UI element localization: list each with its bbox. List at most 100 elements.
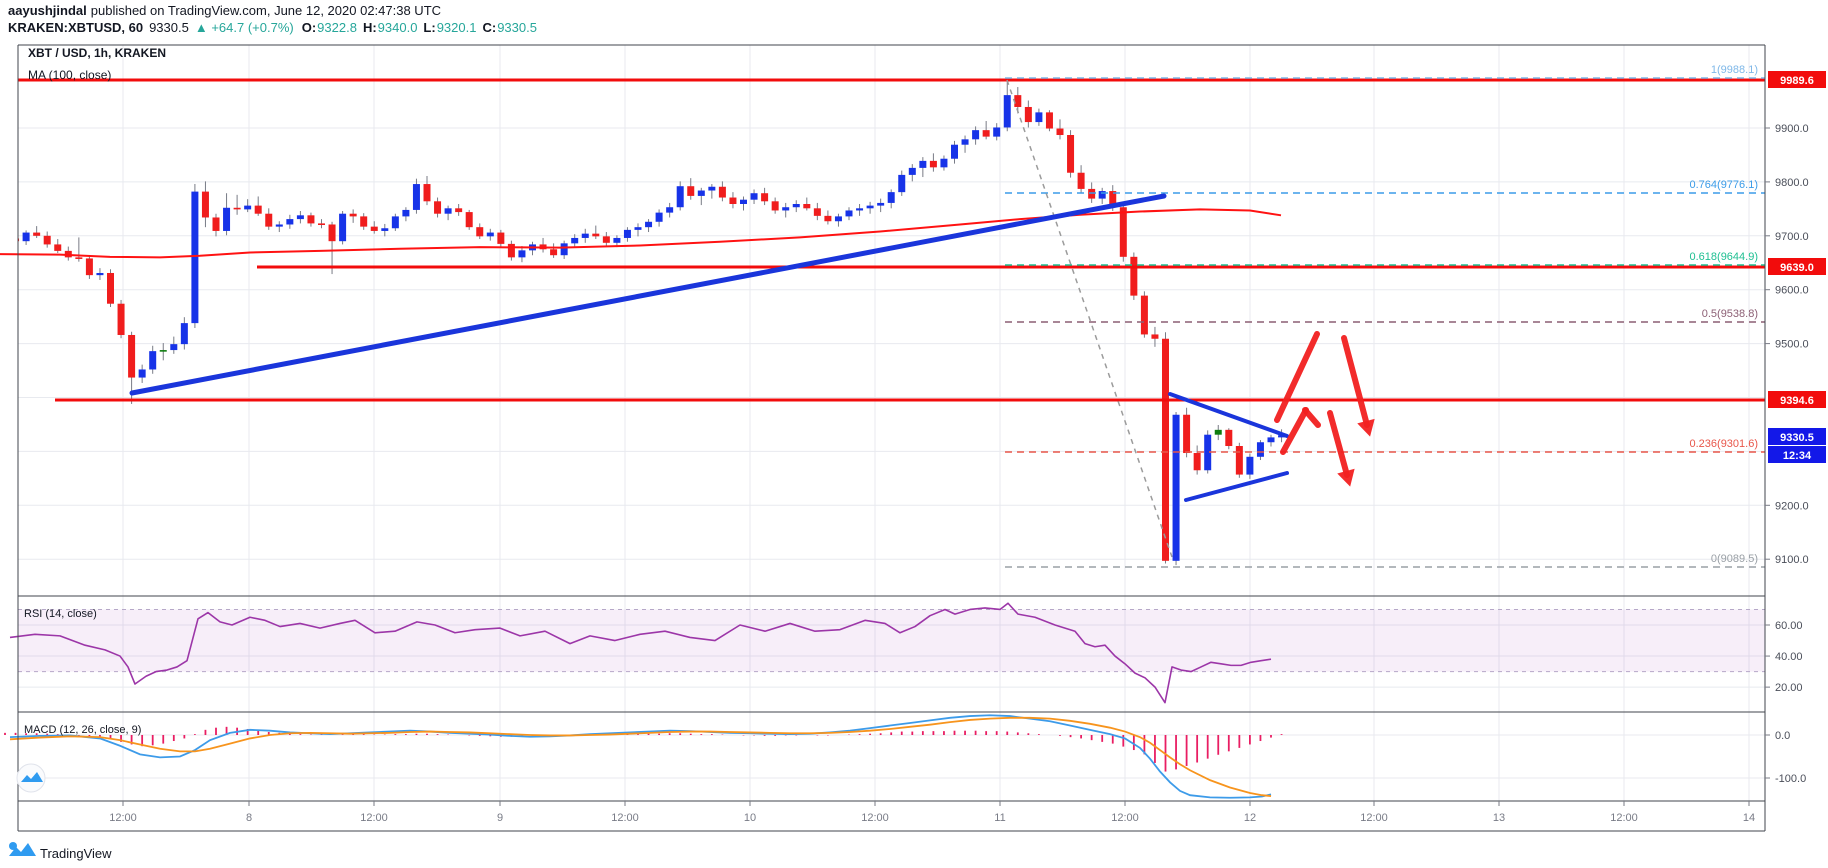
candle-body [296,215,304,220]
candle-body [149,351,157,370]
candle-body [212,217,220,231]
candle-body [18,238,20,242]
candle-body [1162,338,1169,561]
blue-trendline [1168,392,1289,438]
candles [2,80,1286,566]
tradingview-logo[interactable] [9,842,36,856]
candle-body [370,226,378,231]
candle-body [117,303,125,335]
candle-body [813,208,821,216]
price-axis-label: 9700.0 [1775,231,1809,243]
line-price-tag [1768,391,1826,408]
rsi-axis-label: 40.00 [1775,651,1803,663]
candle-body [623,229,631,238]
tradingview-wordmark[interactable]: TradingView [40,846,112,861]
candle-body [581,233,589,238]
time-axis-label: 12:00 [611,812,639,824]
candle-body [1151,334,1159,339]
open-value: 9322.8 [317,20,357,35]
candle-body [1267,437,1275,443]
candle-body [834,216,842,222]
candle-body [391,216,399,229]
price-change: ▲ +64.7 (+0.7%) [195,20,294,35]
ma100-line [0,208,1282,259]
macd-line [9,714,1272,799]
rsi-band [18,608,1765,673]
candle-body [1014,95,1022,107]
rsi-legend: RSI (14, close) [24,608,97,620]
candle-body [866,205,874,209]
candle-body [687,186,695,196]
candle-body [982,130,990,137]
open-label: O: [302,20,316,35]
price-axis-label: 9200.0 [1775,500,1809,512]
candle-body [708,186,716,191]
candle-body [613,237,621,243]
author-name: aayushjindal [8,3,87,18]
candle-body [1067,135,1075,173]
red-down-arrow-head [1337,468,1355,487]
symbol-name: KRAKEN:XBTUSD, 60 [8,20,143,35]
candle-body [645,221,653,228]
red-annotation-stroke [1274,331,1320,423]
candle-body [1225,429,1233,447]
time-axis-label: 11 [994,812,1005,824]
candle-body [1130,256,1138,296]
candle-body [107,272,114,304]
time-axis-label: 14 [1743,812,1755,824]
candle-body [1077,172,1085,189]
price-axis-label: 9100.0 [1775,554,1809,566]
candle-body [33,232,41,236]
fib-level-label: 0.764(9776.1) [1690,179,1759,191]
candle-body [138,369,146,378]
price-tag-text: 9330.5 [1780,432,1814,444]
last-price-tag [1768,446,1826,463]
author-credit-line: aayushjindal published on TradingView.com… [8,3,441,18]
drawn-annotations[interactable]: 1(9988.1) 0.764(9776.1) 0.618(9644.9) 0.5(9… [18,64,1765,568]
time-axis-label: 12:00 [109,812,137,824]
tradingview-watermark-icon [16,763,46,793]
candle-body [265,213,273,227]
chart-series[interactable] [0,80,1286,799]
time-axis-label: 10 [744,812,756,824]
candle-body [1035,112,1043,123]
fib-level-label: 0.236(9301.6) [1690,438,1759,450]
candle-body [307,215,315,224]
candle-body [2,236,9,239]
price-tag-text: 12:34 [1783,450,1812,462]
fib-level-label: 0.618(9644.9) [1690,251,1759,263]
candle-body [402,209,410,217]
price-axis-label: 9500.0 [1775,339,1809,351]
candle-body [381,228,389,231]
candle-body [877,202,885,206]
candle-body [159,350,167,352]
axis-labels[interactable]: 9900.09800.09700.09600.09500.09200.09100… [109,123,1808,824]
time-axis-label: 12:00 [1360,812,1388,824]
candle-body [254,205,262,214]
candle-body [497,232,505,244]
blue-trendline [1184,471,1289,502]
candle-body [486,232,494,237]
time-axis-label: 8 [246,812,252,824]
candle-body [349,213,357,217]
price-tag-text: 9989.6 [1780,75,1814,87]
ma-legend: MA (100, close) [28,68,111,82]
candle-body [507,243,515,258]
price-axis-label: 9900.0 [1775,123,1809,135]
candle-body [360,216,368,227]
candle-body [1193,453,1201,471]
candle-body [170,344,178,351]
rsi-line [9,602,1272,704]
candle-body [75,257,83,259]
red-down-arrow-head [1357,418,1375,437]
candle-body [782,207,790,211]
red-down-arrow-shaft [1327,410,1350,478]
symbol-info-line: KRAKEN:XBTUSD, 60 9330.5 ▲ +64.7 (+0.7%) O:… [8,20,537,35]
macd-legend: MACD (12, 26, close, 9) [24,724,141,736]
candle-body [1214,429,1222,435]
candle-body [201,191,209,218]
candle-body [128,334,136,378]
candle-body [750,193,758,200]
candle-body [919,160,927,168]
